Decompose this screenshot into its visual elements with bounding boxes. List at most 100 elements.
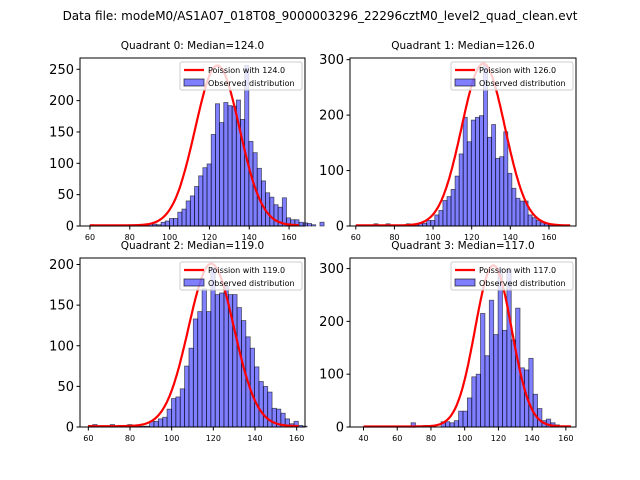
histogram-bar bbox=[179, 388, 185, 428]
histogram-bar bbox=[479, 115, 484, 227]
histogram-bar bbox=[438, 210, 444, 227]
histogram-bar bbox=[188, 347, 194, 428]
histogram-bar bbox=[185, 200, 191, 227]
histogram-bar bbox=[254, 366, 260, 428]
subplot-title: Quadrant 0: Median=124.0 bbox=[121, 40, 264, 52]
x-tick-label: 80 bbox=[389, 233, 399, 242]
y-tick-label: 0 bbox=[336, 421, 344, 436]
histogram-bar bbox=[219, 292, 225, 428]
y-tick-label: 100 bbox=[49, 157, 74, 172]
y-tick-label: 200 bbox=[319, 109, 344, 124]
x-tick-label: 80 bbox=[426, 434, 436, 443]
histogram-bar bbox=[210, 134, 216, 227]
histogram-bar bbox=[166, 408, 172, 428]
histogram-bar bbox=[511, 187, 517, 227]
histogram-bar bbox=[157, 418, 164, 428]
histogram-bar bbox=[453, 420, 460, 428]
x-tick-label: 140 bbox=[525, 434, 540, 443]
bars bbox=[410, 268, 560, 428]
histogram-bar bbox=[502, 329, 508, 428]
histogram-bar bbox=[175, 396, 181, 428]
legend-box bbox=[179, 61, 303, 91]
histogram-bar bbox=[177, 211, 183, 227]
legend-box bbox=[450, 261, 574, 291]
histogram-bar bbox=[475, 373, 481, 428]
y-tick-label: 150 bbox=[49, 299, 74, 314]
x-tick-label: 60 bbox=[392, 434, 402, 443]
histogram-bar bbox=[434, 214, 440, 227]
histogram-bar bbox=[258, 381, 264, 428]
histogram-bar bbox=[445, 421, 451, 428]
histogram-bar bbox=[471, 376, 477, 428]
histogram-bar bbox=[491, 124, 497, 227]
histogram-bar bbox=[535, 220, 541, 227]
histogram-bar bbox=[506, 268, 512, 428]
legend-bar-swatch bbox=[454, 278, 476, 287]
x-tick-label: 60 bbox=[83, 434, 93, 443]
histogram-bar bbox=[306, 223, 312, 227]
histogram-bar bbox=[462, 410, 468, 428]
axes-frame bbox=[79, 57, 306, 227]
histogram-bar bbox=[192, 318, 199, 428]
histogram-bar bbox=[474, 116, 480, 227]
histogram-bar bbox=[201, 288, 207, 428]
histogram-bar bbox=[462, 116, 468, 227]
x-tick-label: 160 bbox=[281, 233, 296, 242]
histogram-bar bbox=[458, 153, 464, 227]
subplot-quadrant-3: Quadrant 3: Median=117.0 0 100 200 300 40 60 80… bbox=[319, 240, 577, 443]
subplot-quadrant-2: Quadrant 2: Median=119.0 0 50 100 150 200 60 80… bbox=[49, 240, 308, 443]
histogram-bar bbox=[466, 141, 472, 227]
histogram-bar bbox=[232, 294, 238, 428]
histogram-bar bbox=[231, 105, 237, 227]
x-tick-label: 60 bbox=[351, 233, 361, 242]
histogram-bar bbox=[162, 416, 168, 428]
histogram-bar bbox=[487, 136, 492, 227]
histogram-bar bbox=[273, 204, 279, 227]
y-tick-label: 0 bbox=[66, 220, 74, 235]
histogram-bar bbox=[164, 220, 170, 227]
y-tick-label: 200 bbox=[49, 258, 74, 273]
legend-box bbox=[450, 61, 574, 91]
subplot-quadrant-1: Quadrant 1: Median=126.0 0 100 200 300 60 80 10… bbox=[319, 40, 577, 242]
histogram-bar bbox=[248, 140, 254, 227]
legend-box bbox=[179, 261, 303, 291]
x-tick-label: 100 bbox=[162, 233, 177, 242]
subplot-title: Quadrant 3: Median=117.0 bbox=[391, 240, 534, 252]
x-tick-label: 100 bbox=[164, 434, 179, 443]
x-tick-label: 120 bbox=[491, 434, 506, 443]
legend-label-observed: Observed distribution bbox=[208, 279, 295, 288]
y-tick-label: 300 bbox=[319, 262, 344, 277]
poisson-curve bbox=[90, 64, 299, 227]
legend-label-poisson: Poission with 126.0 bbox=[479, 66, 556, 75]
x-tick-label: 160 bbox=[558, 434, 573, 443]
histogram-bar bbox=[197, 311, 203, 428]
histogram-bar bbox=[198, 175, 204, 227]
histogram-bar bbox=[206, 311, 212, 428]
histogram-bar bbox=[503, 131, 509, 227]
legend: Poission with 119.0 Observed distribution bbox=[179, 261, 303, 291]
poisson-curve bbox=[88, 262, 299, 428]
x-tick-label: 40 bbox=[358, 434, 368, 443]
x-tick-label: 120 bbox=[464, 233, 479, 242]
x-tick-label: 80 bbox=[125, 434, 135, 443]
y-tick-label: 50 bbox=[57, 380, 74, 395]
histogram-bar bbox=[495, 157, 501, 227]
histogram-bar bbox=[493, 334, 499, 428]
histogram-bar bbox=[446, 196, 452, 227]
subplot-title: Quadrant 2: Median=119.0 bbox=[121, 240, 264, 252]
y-tick-label: 150 bbox=[49, 125, 74, 140]
histogram-bar bbox=[449, 422, 455, 428]
legend-label-poisson: Poission with 124.0 bbox=[208, 66, 285, 75]
histogram-bar bbox=[281, 197, 287, 227]
histogram-bar bbox=[466, 397, 473, 428]
histogram-bar bbox=[527, 214, 533, 227]
y-tick-label: 200 bbox=[319, 315, 344, 330]
histogram-bar bbox=[515, 197, 521, 227]
axes-frame bbox=[79, 257, 306, 428]
histogram-bar bbox=[194, 186, 200, 227]
histogram-bar bbox=[173, 218, 179, 227]
histogram-bar bbox=[430, 220, 436, 227]
y-tick-label: 100 bbox=[49, 339, 74, 354]
histogram-bar bbox=[426, 220, 432, 227]
legend: Poission with 117.0 Observed distribution bbox=[450, 261, 574, 291]
